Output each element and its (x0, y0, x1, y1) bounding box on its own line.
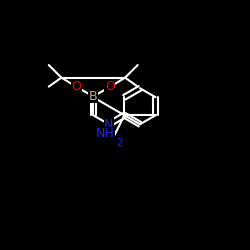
Text: O: O (105, 80, 115, 94)
Text: N: N (104, 118, 114, 131)
Text: O: O (72, 80, 82, 94)
Text: 2: 2 (116, 138, 122, 148)
Text: NH: NH (96, 127, 114, 140)
Text: B: B (89, 90, 98, 103)
